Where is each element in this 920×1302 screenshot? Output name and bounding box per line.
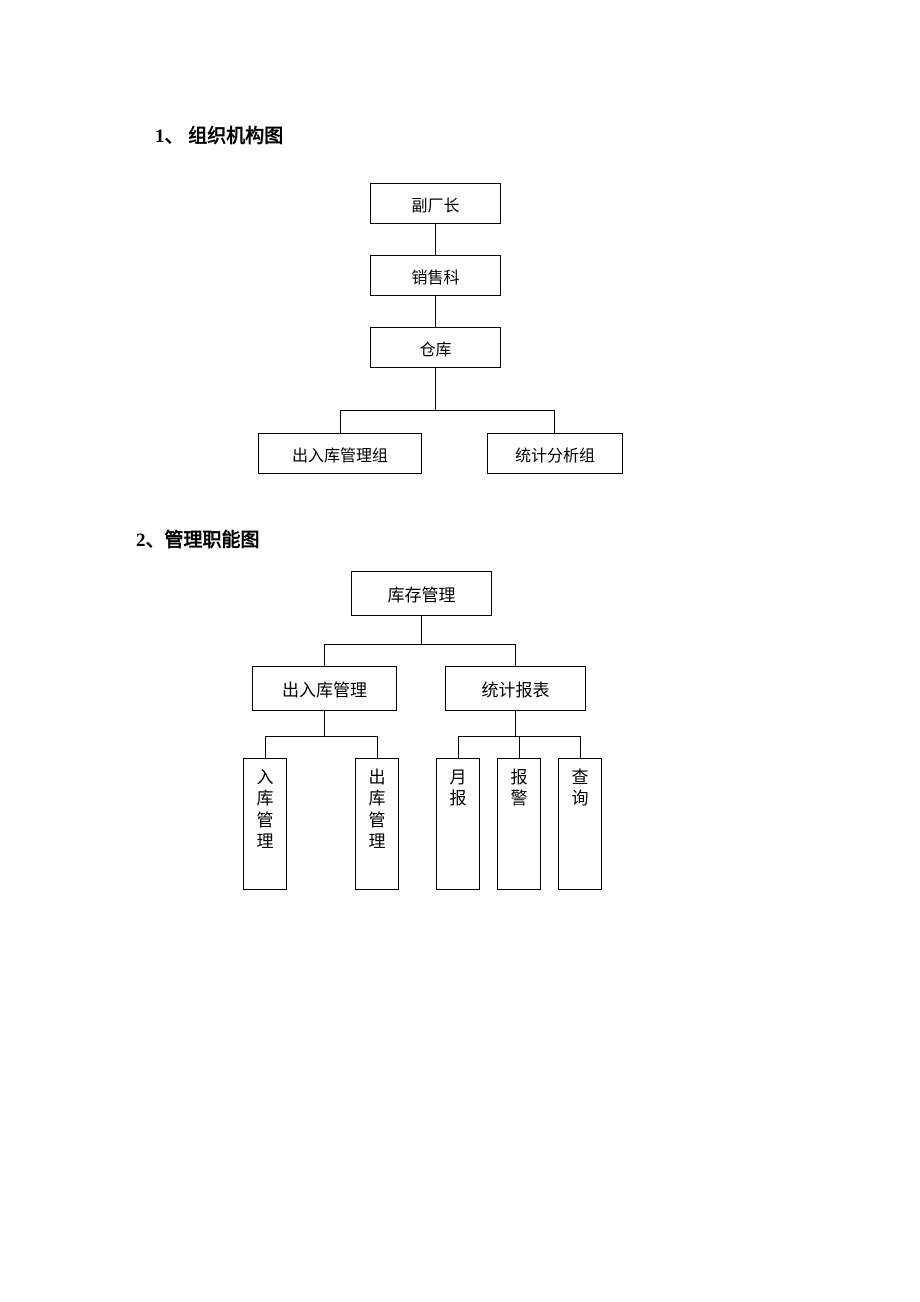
connector-line — [265, 736, 266, 758]
heading-1-num: 1 — [155, 126, 165, 147]
diagram-node: 库存管理 — [351, 571, 492, 616]
heading-2-sep: 、 — [146, 530, 165, 551]
connector-line — [458, 736, 459, 758]
connector-line — [324, 644, 515, 645]
connector-line — [324, 711, 325, 736]
node-label: 报警 — [511, 767, 528, 810]
connector-line — [377, 736, 378, 758]
node-label: 统计报表 — [482, 676, 550, 701]
diagram-node: 销售科 — [370, 255, 501, 296]
node-label: 仓库 — [419, 336, 451, 360]
connector-line — [515, 644, 516, 666]
connector-line — [265, 736, 377, 737]
connector-line — [435, 368, 436, 410]
diagram-node: 报警 — [497, 758, 541, 890]
connector-line — [435, 296, 436, 327]
connector-line — [340, 410, 341, 433]
heading-2: 2、管理职能图 — [136, 525, 260, 552]
diagram-node: 入库管理 — [243, 758, 287, 890]
node-label: 出库管理 — [369, 767, 386, 852]
node-label: 入库管理 — [257, 767, 274, 852]
diagram-node: 仓库 — [370, 327, 501, 368]
diagram-node: 出入库管理 — [252, 666, 397, 711]
diagram-node: 查询 — [558, 758, 602, 890]
diagram-node: 副厂长 — [370, 183, 501, 224]
connector-line — [580, 736, 581, 758]
connector-line — [421, 616, 422, 644]
connector-line — [515, 711, 516, 736]
diagram-node: 出入库管理组 — [258, 433, 422, 474]
node-label: 统计分析组 — [515, 442, 595, 466]
node-label: 月报 — [450, 767, 467, 810]
diagram-node: 统计报表 — [445, 666, 586, 711]
diagram-node: 月报 — [436, 758, 480, 890]
connector-line — [340, 410, 554, 411]
node-label: 出入库管理 — [282, 676, 367, 701]
connector-line — [435, 224, 436, 255]
diagram-node: 出库管理 — [355, 758, 399, 890]
node-label: 出入库管理组 — [292, 442, 388, 466]
connector-line — [519, 736, 520, 758]
heading-2-num: 2 — [136, 530, 146, 551]
node-label: 副厂长 — [411, 192, 459, 216]
heading-1-sep: 、 — [165, 126, 184, 147]
heading-2-text: 管理职能图 — [165, 530, 260, 551]
heading-1: 1、 组织机构图 — [155, 121, 283, 148]
diagram-node: 统计分析组 — [487, 433, 623, 474]
node-label: 销售科 — [411, 264, 459, 288]
node-label: 库存管理 — [388, 581, 456, 606]
heading-1-text: 组织机构图 — [188, 126, 283, 147]
connector-line — [324, 644, 325, 666]
node-label: 查询 — [572, 767, 589, 810]
connector-line — [554, 410, 555, 433]
